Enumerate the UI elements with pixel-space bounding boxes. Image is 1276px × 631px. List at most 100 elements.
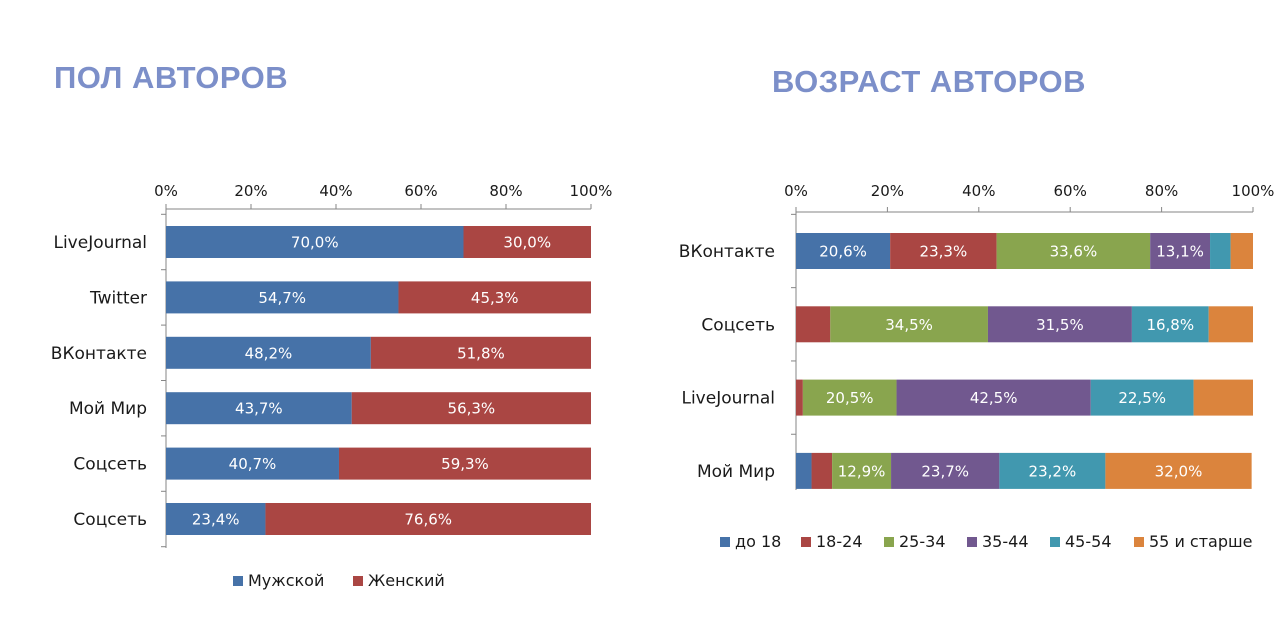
age-chart-title: ВОЗРАСТ АВТОРОВ — [772, 64, 1087, 99]
gender-x-tick-label: 100% — [570, 182, 613, 200]
gender-category-label: Соцсеть — [73, 510, 147, 530]
age-x-tick-label: 20% — [871, 182, 904, 200]
age-x-tick-label: 100% — [1232, 182, 1275, 200]
gender-x-tick-label: 20% — [234, 182, 267, 200]
age-x-tick-label: 40% — [962, 182, 995, 200]
gender-data-label: 51,8% — [457, 344, 505, 362]
age-bar-segment — [796, 452, 812, 489]
age-data-label: 23,2% — [1029, 462, 1077, 480]
gender-bar-segment — [166, 503, 266, 535]
age-bar-segment — [796, 306, 831, 343]
gender-x-tick-label: 40% — [319, 182, 352, 200]
age-bar-segment — [1090, 379, 1194, 416]
gender-data-label: 23,4% — [192, 511, 240, 529]
age-bar-segment — [1150, 233, 1211, 269]
gender-chart: 0% 20% 40% 60% 80% 100% LiveJournal 70,0% 30,0% T… — [51, 182, 613, 590]
age-legend-swatch — [720, 537, 730, 547]
age-bar-segment — [1230, 233, 1253, 269]
age-category-label: LiveJournal — [681, 389, 775, 409]
gender-data-label: 76,6% — [404, 511, 452, 529]
gender-bar-segment — [166, 336, 371, 369]
age-bar-segment — [896, 379, 1091, 416]
age-legend-label: 45-54 — [1065, 532, 1112, 551]
age-bar-segment — [811, 452, 833, 489]
gender-bar-segment — [166, 226, 464, 258]
gender-bar-segment — [166, 392, 352, 425]
gender-legend-label: Мужской — [248, 571, 324, 590]
age-bar-segment — [890, 233, 997, 269]
gender-bar-segment — [338, 447, 591, 480]
age-chart: 0% 20% 40% 60% 80% 100% ВКонтакте 20,6% 23,3% 33,… — [679, 182, 1275, 551]
gender-data-label: 48,2% — [245, 344, 293, 362]
age-data-label: 23,3% — [920, 243, 968, 261]
gender-bar-segment — [265, 503, 591, 535]
gender-category-label: ВКонтакте — [51, 344, 147, 364]
age-data-label: 16,8% — [1146, 316, 1194, 334]
age-data-label: 22,5% — [1118, 389, 1166, 407]
age-x-tick-label: 80% — [1145, 182, 1178, 200]
age-data-label: 42,5% — [970, 389, 1018, 407]
age-legend-label: 25-34 — [899, 532, 946, 551]
age-legend-swatch — [1134, 537, 1144, 547]
age-legend-label: 18-24 — [816, 532, 863, 551]
age-legend-swatch — [1050, 537, 1060, 547]
age-bar-segment — [996, 233, 1151, 269]
age-bar-segment — [1208, 306, 1253, 343]
age-x-tick-label: 60% — [1054, 182, 1087, 200]
gender-bar-segment — [166, 281, 399, 314]
gender-data-label: 54,7% — [258, 289, 306, 307]
age-bar-segment — [802, 379, 897, 416]
age-x-tick-label: 0% — [784, 182, 808, 200]
age-bar-segment — [891, 452, 1000, 489]
age-bar-segment — [1131, 306, 1209, 343]
gender-bar-segment — [463, 226, 591, 258]
age-data-label: 12,9% — [838, 462, 886, 480]
age-category-label: ВКонтакте — [679, 242, 775, 262]
age-legend-label: до 18 — [735, 532, 781, 551]
age-data-label: 34,5% — [885, 316, 933, 334]
gender-data-label: 43,7% — [235, 400, 283, 418]
gender-data-label: 45,3% — [471, 289, 519, 307]
age-bar-segment — [796, 233, 891, 269]
age-data-label: 31,5% — [1036, 316, 1084, 334]
age-legend-swatch — [967, 537, 977, 547]
age-bar-segment — [830, 306, 988, 343]
age-bar-segment — [1105, 452, 1252, 489]
age-legend-label: 55 и старше — [1149, 532, 1253, 551]
age-bar-segment — [832, 452, 892, 489]
gender-category-label: Twitter — [89, 288, 147, 308]
gender-data-label: 59,3% — [441, 455, 489, 473]
gender-category-label: LiveJournal — [53, 233, 147, 253]
gender-data-label: 30,0% — [503, 234, 551, 252]
age-bar-segment — [1193, 379, 1253, 416]
gender-bar-segment — [370, 336, 591, 369]
age-category-label: Соцсеть — [701, 315, 775, 335]
age-legend-swatch — [884, 537, 894, 547]
age-bar-segment — [987, 306, 1132, 343]
gender-category-label: Соцсеть — [73, 455, 147, 475]
gender-category-label: Мой Мир — [69, 399, 147, 419]
gender-bar-segment — [351, 392, 591, 425]
gender-x-tick-label: 80% — [489, 182, 522, 200]
gender-x-tick-label: 0% — [154, 182, 178, 200]
age-data-label: 20,5% — [826, 389, 874, 407]
gender-data-label: 40,7% — [229, 455, 277, 473]
gender-legend-label: Женский — [368, 571, 445, 590]
age-data-label: 32,0% — [1155, 462, 1203, 480]
age-legend-swatch — [801, 537, 811, 547]
gender-x-tick-label: 60% — [404, 182, 437, 200]
age-data-label: 33,6% — [1050, 243, 1098, 261]
gender-data-label: 56,3% — [448, 400, 496, 418]
age-bar-segment — [1210, 233, 1231, 269]
age-category-label: Мой Мир — [697, 462, 775, 482]
gender-bar-segment — [398, 281, 591, 314]
gender-legend-swatch — [233, 576, 243, 586]
gender-data-label: 70,0% — [291, 234, 339, 252]
age-legend-label: 35-44 — [982, 532, 1029, 551]
age-data-label: 23,7% — [921, 462, 969, 480]
age-data-label: 20,6% — [819, 243, 867, 261]
age-bar-segment — [999, 452, 1106, 489]
age-data-label: 13,1% — [1156, 243, 1204, 261]
gender-legend-swatch — [353, 576, 363, 586]
